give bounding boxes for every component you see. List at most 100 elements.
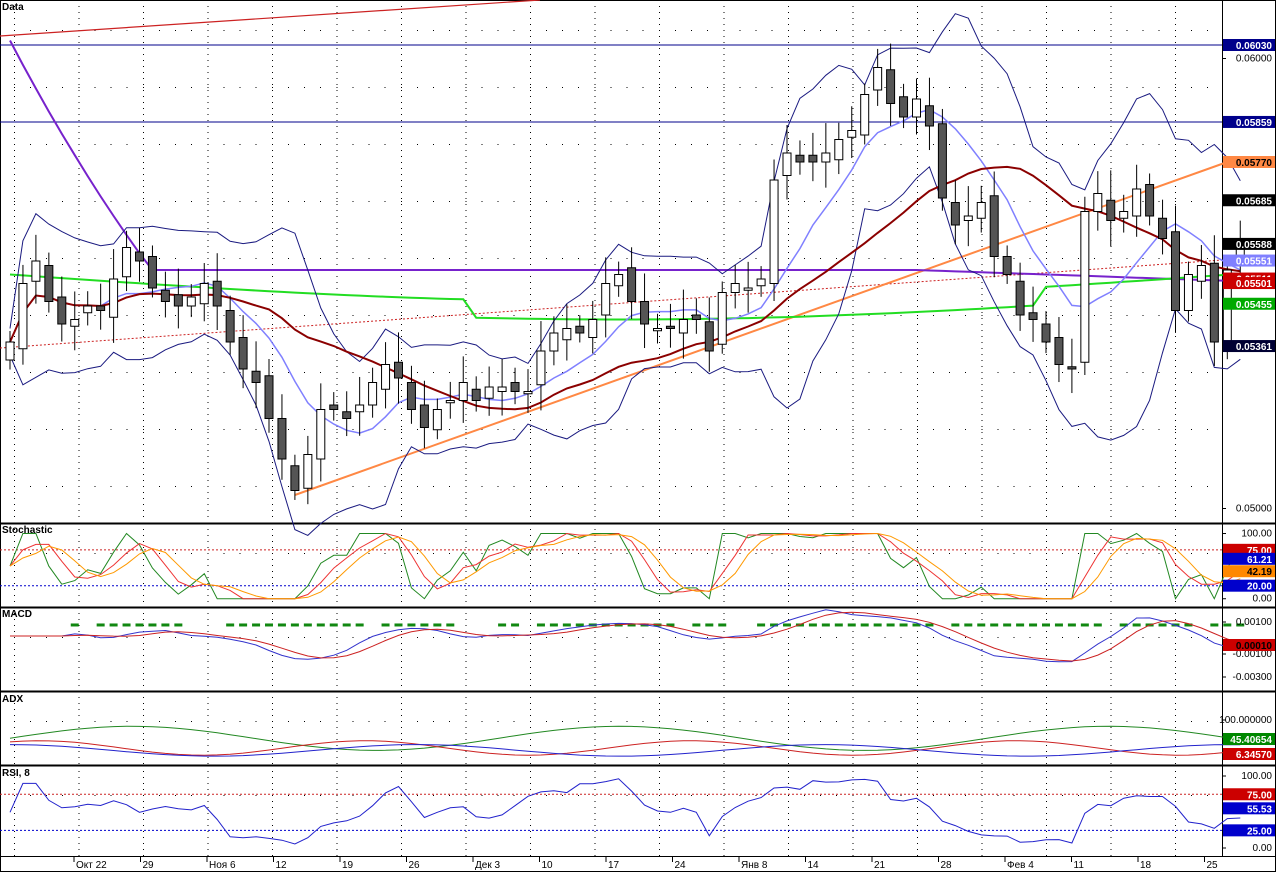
grid-dot: [320, 372, 321, 373]
grid-dot: [336, 150, 338, 151]
grid-dot: [78, 396, 80, 397]
candle-body: [510, 382, 520, 392]
adx-panel[interactable]: [9, 725, 1241, 757]
grid-dot: [465, 198, 467, 199]
grid-dot: [465, 42, 467, 43]
grid-dot: [401, 715, 402, 716]
grid-dot: [788, 673, 789, 674]
grid-dot: [852, 553, 854, 554]
grid-dot: [788, 126, 789, 127]
candle-body: [808, 154, 818, 163]
grid-dot: [1110, 601, 1112, 602]
grid-dot: [62, 258, 63, 259]
grid-dot: [981, 102, 983, 103]
grid-dot: [659, 240, 660, 241]
grid-dot: [78, 36, 80, 37]
grid-dot: [401, 360, 402, 361]
grid-dot: [1158, 30, 1160, 31]
grid-dot: [788, 48, 789, 49]
grid-dot: [530, 186, 531, 187]
grid-dot: [368, 372, 370, 373]
grid-dot: [207, 757, 209, 758]
grid-dot: [239, 721, 241, 722]
grid-dot: [272, 777, 273, 778]
grid-dot: [594, 342, 596, 343]
grid-dot: [530, 480, 531, 481]
rsi-panel[interactable]: [0, 778, 1241, 845]
grid-dot: [707, 486, 708, 487]
grid-dot: [594, 90, 596, 91]
grid-dot: [981, 66, 983, 67]
grid-dot: [933, 486, 934, 487]
grid-dot: [1175, 733, 1176, 734]
grid-dot: [917, 777, 918, 778]
grid-dot: [1110, 150, 1112, 151]
grid-dot: [530, 777, 531, 778]
grid-dot: [1142, 486, 1144, 487]
grid-dot: [207, 631, 209, 632]
grid-dot: [852, 150, 854, 151]
grid-dot: [1175, 643, 1176, 644]
grid-dot: [788, 234, 789, 235]
price-panel[interactable]: [0, 0, 1245, 536]
grid-dot: [594, 697, 596, 698]
grid-dot: [530, 529, 531, 530]
macd-panel[interactable]: [10, 609, 1245, 663]
grid-dot: [659, 210, 660, 211]
grid-dot: [981, 330, 983, 331]
grid-dot: [723, 643, 725, 644]
grid-dot: [78, 739, 80, 740]
grid-dot: [336, 126, 338, 127]
grid-dot: [401, 745, 402, 746]
adx-plus-di-line: [9, 725, 1241, 751]
grid-dot: [788, 426, 789, 427]
grid-dot: [336, 837, 338, 838]
grid-dot: [1029, 258, 1031, 259]
grid-dot: [1046, 553, 1047, 554]
grid-dot: [900, 429, 902, 430]
grid-dot: [465, 18, 467, 19]
grid-dot: [852, 390, 854, 391]
grid-dot: [143, 727, 144, 728]
grid-dot: [1046, 30, 1047, 31]
grid-dot: [465, 210, 467, 211]
grid-dot: [62, 721, 63, 722]
grid-dot: [530, 685, 531, 686]
grid-dot: [272, 553, 273, 554]
grid-dot: [917, 342, 918, 343]
grid-dot: [723, 813, 725, 814]
grid-dot: [642, 144, 644, 145]
grid-dot: [336, 72, 338, 73]
grid-dot: [78, 763, 80, 764]
grid-dot: [1110, 48, 1112, 49]
grid-dot: [594, 384, 596, 385]
grid-dot: [981, 156, 983, 157]
grid-dot: [14, 661, 15, 662]
stochastic-panel[interactable]: [0, 532, 1241, 600]
grid-dot: [852, 643, 854, 644]
grid-dot: [723, 697, 725, 698]
grid-dot: [1046, 384, 1047, 385]
grid-dot: [46, 721, 47, 722]
grid-dot: [1110, 777, 1112, 778]
grid-dot: [207, 315, 209, 316]
grid-dot: [530, 619, 531, 620]
grid-dot: [578, 258, 579, 259]
grid-dot: [981, 679, 983, 680]
grid-dot: [272, 246, 273, 247]
grid-dot: [207, 751, 209, 752]
grid-dot: [14, 240, 15, 241]
grid-dot: [207, 547, 209, 548]
grid-dot: [207, 66, 209, 67]
grid-dot: [272, 559, 273, 560]
grid-dot: [917, 516, 918, 517]
macd-histogram-bar: [1158, 623, 1167, 627]
grid-dot: [1175, 661, 1176, 662]
value-tag-label: 0.00010: [1236, 641, 1273, 652]
grid-dot: [836, 553, 837, 554]
grid-dot: [401, 444, 402, 445]
grid-dot: [852, 571, 854, 572]
grid-dot: [191, 721, 192, 722]
grid-dot: [336, 201, 338, 202]
